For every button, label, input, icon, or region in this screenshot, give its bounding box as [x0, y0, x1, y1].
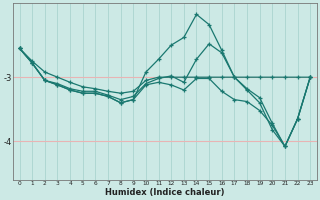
- X-axis label: Humidex (Indice chaleur): Humidex (Indice chaleur): [105, 188, 225, 197]
